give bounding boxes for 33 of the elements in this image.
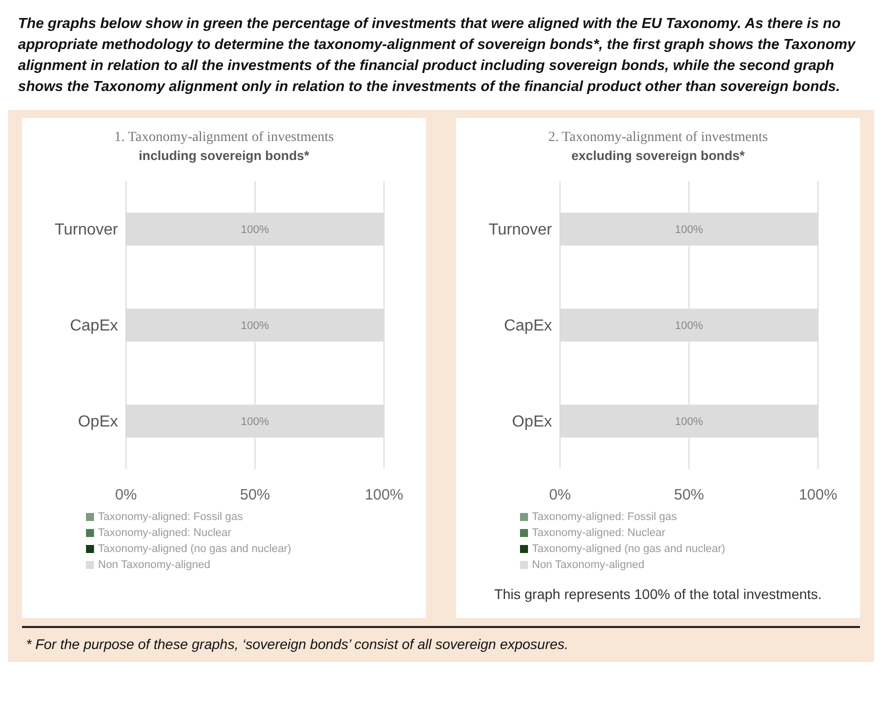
text: This graph represents 100% of the total investments.	[493, 586, 823, 602]
y-tick-label: OpEx	[78, 414, 118, 431]
x-tick-label: 50%	[240, 486, 270, 504]
data-label: 100%	[674, 416, 704, 428]
text: The graphs below show in green the percentage of investments that were aligned with the EU Taxonomy. As there is no appropriate methodology to determine the taxonomy-alignment of sovereign bonds*, the first graph shows the Taxonomy alignment in relation to all the investments of the financial product including sovereign bonds, while the second graph shows the Taxonomy alignment only in relation to the investments of the financial product other than sovereign bonds.	[8, 8, 874, 110]
x-tick-label: 0%	[549, 486, 571, 504]
legend-label: Non Taxonomy-aligned	[98, 558, 210, 573]
chart-title: 2. Taxonomy-alignment of investments	[547, 130, 769, 146]
data-label: 100%	[240, 224, 270, 236]
chart-title: 1. Taxonomy-alignment of investments	[113, 130, 335, 146]
y-tick-label: CapEx	[504, 318, 552, 335]
y-tick-label: OpEx	[512, 414, 552, 431]
legend-label: Taxonomy-aligned: Nuclear	[532, 526, 666, 541]
data-label: 100%	[674, 320, 704, 332]
data-label: 100%	[240, 320, 270, 332]
data-label: 100%	[240, 416, 270, 428]
text: * For the purpose of these graphs, ‘sovereign bonds’ consist of all sovereign exposures.	[22, 626, 860, 652]
y-tick-label: Turnover	[54, 222, 119, 239]
chart-subtitle: excluding sovereign bonds*	[570, 148, 746, 163]
x-tick-label: 100%	[798, 486, 838, 504]
legend-label: Taxonomy-aligned (no gas and nuclear)	[98, 542, 292, 557]
legend-label: Taxonomy-aligned: Nuclear	[98, 526, 232, 541]
y-tick-label: CapEx	[70, 318, 118, 335]
data-label: 100%	[674, 224, 704, 236]
x-tick-label: 50%	[674, 486, 704, 504]
x-tick-label: 100%	[364, 486, 404, 504]
legend-label: Non Taxonomy-aligned	[532, 558, 644, 573]
legend-label: Taxonomy-aligned (no gas and nuclear)	[532, 542, 726, 557]
legend-label: Taxonomy-aligned: Fossil gas	[532, 510, 677, 525]
y-tick-label: Turnover	[488, 222, 553, 239]
chart-subtitle: including sovereign bonds*	[138, 148, 310, 163]
x-tick-label: 0%	[115, 486, 137, 504]
legend-label: Taxonomy-aligned: Fossil gas	[98, 510, 243, 525]
